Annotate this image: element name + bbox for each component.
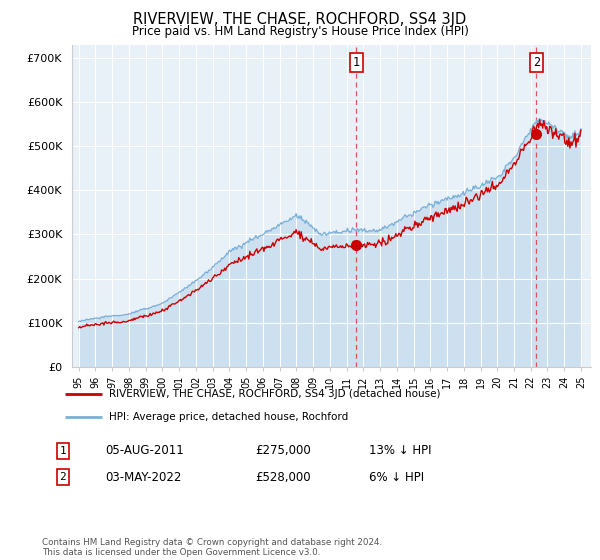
Text: £528,000: £528,000 bbox=[255, 470, 311, 484]
Text: 1: 1 bbox=[353, 56, 360, 69]
Text: 03-MAY-2022: 03-MAY-2022 bbox=[105, 470, 181, 484]
Text: 2: 2 bbox=[533, 56, 540, 69]
Text: RIVERVIEW, THE CHASE, ROCHFORD, SS4 3JD (detached house): RIVERVIEW, THE CHASE, ROCHFORD, SS4 3JD … bbox=[109, 389, 441, 399]
Text: HPI: Average price, detached house, Rochford: HPI: Average price, detached house, Roch… bbox=[109, 412, 349, 422]
Text: Contains HM Land Registry data © Crown copyright and database right 2024.
This d: Contains HM Land Registry data © Crown c… bbox=[42, 538, 382, 557]
Text: 1: 1 bbox=[59, 446, 67, 456]
Text: 2: 2 bbox=[59, 472, 67, 482]
Text: RIVERVIEW, THE CHASE, ROCHFORD, SS4 3JD: RIVERVIEW, THE CHASE, ROCHFORD, SS4 3JD bbox=[133, 12, 467, 27]
Text: 13% ↓ HPI: 13% ↓ HPI bbox=[369, 444, 431, 458]
Text: £275,000: £275,000 bbox=[255, 444, 311, 458]
Text: Price paid vs. HM Land Registry's House Price Index (HPI): Price paid vs. HM Land Registry's House … bbox=[131, 25, 469, 38]
Text: 05-AUG-2011: 05-AUG-2011 bbox=[105, 444, 184, 458]
Text: 6% ↓ HPI: 6% ↓ HPI bbox=[369, 470, 424, 484]
